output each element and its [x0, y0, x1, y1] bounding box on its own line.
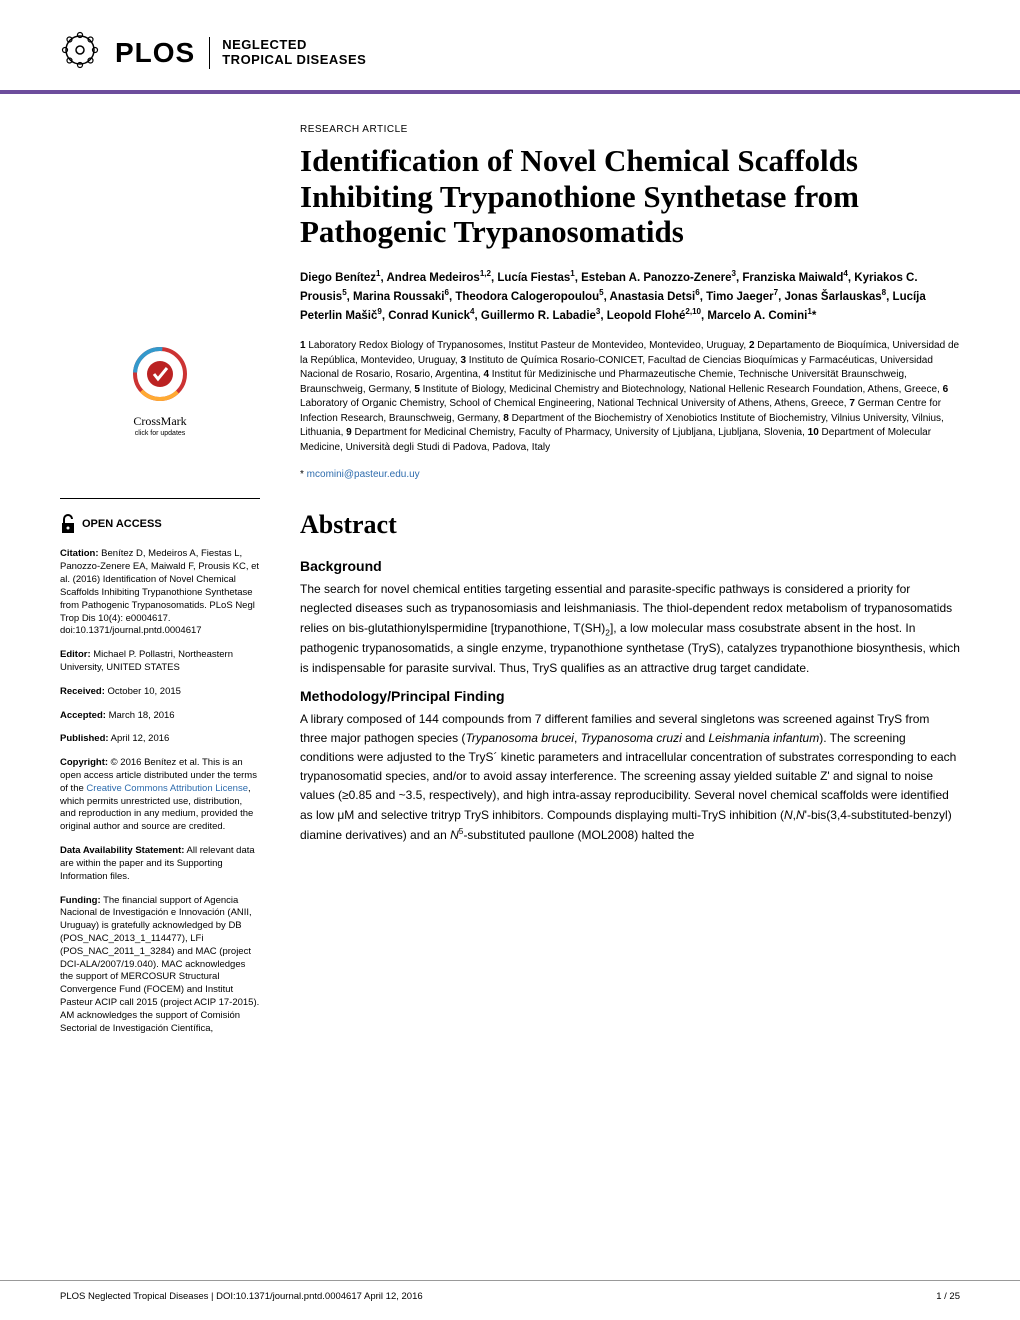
- logo-divider: [209, 37, 210, 69]
- corresponding-author: * mcomini@pasteur.edu.uy: [300, 469, 960, 480]
- citation-label: Citation:: [60, 548, 99, 559]
- cc-license-link[interactable]: Creative Commons Attribution License: [86, 783, 248, 794]
- received-text: October 10, 2015: [105, 686, 181, 697]
- copyright-block: Copyright: © 2016 Benítez et al. This is…: [60, 757, 260, 834]
- crossmark-icon: [130, 344, 190, 404]
- crossmark-label: CrossMark: [60, 413, 260, 429]
- accepted-block: Accepted: March 18, 2016: [60, 710, 260, 723]
- data-availability-block: Data Availability Statement: All relevan…: [60, 845, 260, 883]
- article-title: Identification of Novel Chemical Scaffol…: [300, 143, 960, 250]
- editor-block: Editor: Michael P. Pollastri, Northeaste…: [60, 649, 260, 675]
- author-list: Diego Benítez1, Andrea Medeiros1,2, Lucí…: [300, 268, 960, 325]
- funding-text: The financial support of Agencia Naciona…: [60, 895, 259, 1034]
- accepted-text: March 18, 2016: [106, 710, 175, 721]
- published-label: Published:: [60, 733, 109, 744]
- page-body: CrossMark click for updates OPEN ACCESS …: [0, 94, 1020, 1046]
- methodology-text: A library composed of 144 compounds from…: [300, 710, 960, 845]
- corresponding-email-link[interactable]: mcomini@pasteur.edu.uy: [307, 469, 420, 480]
- affiliations: 1 Laboratory Redox Biology of Trypanosom…: [300, 339, 960, 455]
- methodology-heading: Methodology/Principal Finding: [300, 688, 960, 704]
- main-content: RESEARCH ARTICLE Identification of Novel…: [280, 94, 960, 1046]
- abstract-heading: Abstract: [300, 510, 960, 540]
- journal-logo-text: PLOS: [115, 37, 195, 69]
- journal-subtitle: NEGLECTED TROPICAL DISEASES: [222, 38, 366, 67]
- background-text: The search for novel chemical entities t…: [300, 580, 960, 678]
- background-heading: Background: [300, 558, 960, 574]
- sidebar-divider: [60, 498, 260, 499]
- editor-label: Editor:: [60, 649, 91, 660]
- open-access-label: OPEN ACCESS: [82, 517, 162, 532]
- corresponding-prefix: *: [300, 469, 307, 480]
- page-footer: PLOS Neglected Tropical Diseases | DOI:1…: [0, 1280, 1020, 1302]
- citation-text: Benítez D, Medeiros A, Fiestas L, Panozz…: [60, 548, 259, 636]
- published-text: April 12, 2016: [109, 733, 170, 744]
- received-block: Received: October 10, 2015: [60, 686, 260, 699]
- footer-right: 1 / 25: [936, 1291, 960, 1302]
- journal-header: PLOS NEGLECTED TROPICAL DISEASES: [0, 0, 1020, 94]
- funding-label: Funding:: [60, 895, 101, 906]
- accepted-label: Accepted:: [60, 710, 106, 721]
- data-label: Data Availability Statement:: [60, 845, 184, 856]
- sidebar: CrossMark click for updates OPEN ACCESS …: [60, 94, 280, 1046]
- article-type: RESEARCH ARTICLE: [300, 124, 960, 135]
- crossmark-badge[interactable]: CrossMark click for updates: [60, 344, 260, 438]
- received-label: Received:: [60, 686, 105, 697]
- crossmark-sublabel: click for updates: [60, 429, 260, 438]
- published-block: Published: April 12, 2016: [60, 733, 260, 746]
- open-access-badge: OPEN ACCESS: [60, 514, 260, 534]
- funding-block: Funding: The financial support of Agenci…: [60, 895, 260, 1036]
- copyright-label: Copyright:: [60, 757, 108, 768]
- citation-block: Citation: Benítez D, Medeiros A, Fiestas…: [60, 548, 260, 638]
- footer-left: PLOS Neglected Tropical Diseases | DOI:1…: [60, 1291, 423, 1302]
- plos-logo-icon: [60, 30, 100, 75]
- open-lock-icon: [60, 514, 76, 534]
